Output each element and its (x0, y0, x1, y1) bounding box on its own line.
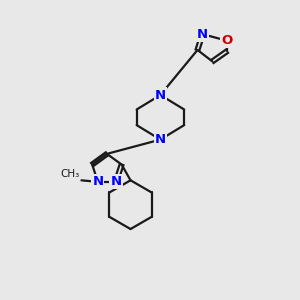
Text: N: N (110, 175, 122, 188)
Text: N: N (155, 133, 166, 146)
Text: N: N (197, 28, 208, 40)
Text: CH₃: CH₃ (60, 169, 80, 178)
Text: O: O (221, 34, 233, 47)
Text: N: N (155, 88, 166, 101)
Text: N: N (92, 175, 104, 188)
